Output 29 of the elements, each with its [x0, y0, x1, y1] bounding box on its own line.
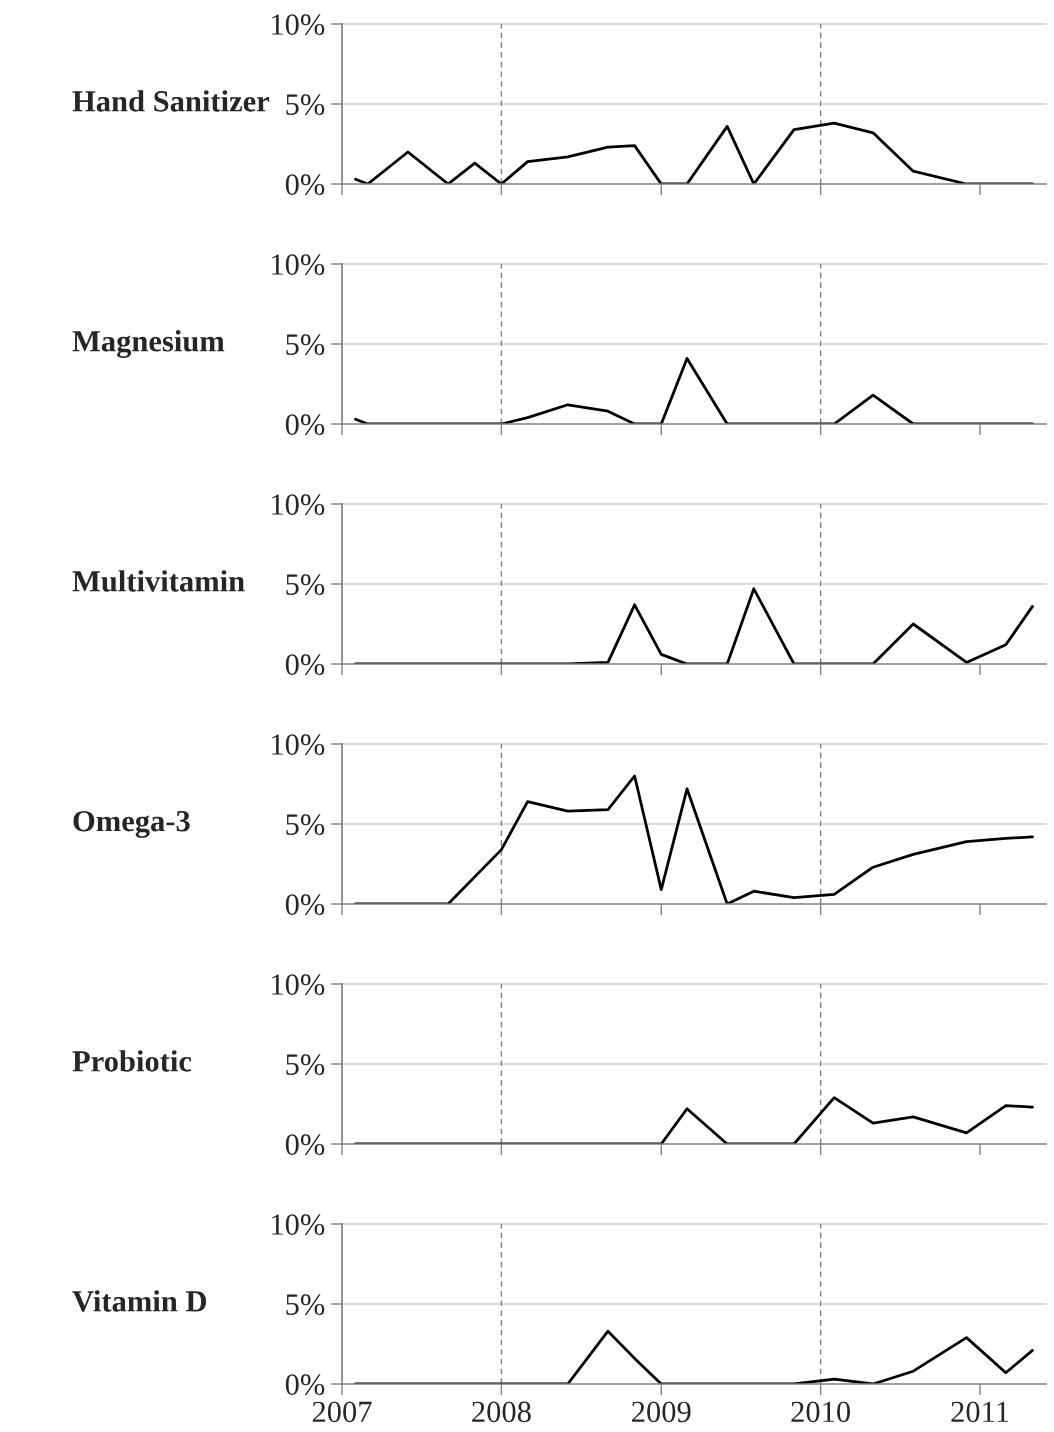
y-tick-label: 0% [285, 894, 325, 915]
text: Magnesium [72, 330, 225, 358]
text: Hand Sanitizer [72, 90, 270, 112]
y-tick-label: 0% [285, 1374, 325, 1395]
y-tick-label: 5% [286, 1294, 325, 1315]
y-tick-label: 10% [272, 1214, 325, 1235]
x-tick-label: 2007 [312, 1401, 372, 1423]
y-tick-label: 5% [286, 94, 325, 115]
y-tick-label: 5% [286, 814, 325, 835]
x-tick-label: 2010 [791, 1401, 851, 1423]
text: Vitamin D [72, 1290, 207, 1312]
y-tick-label: 0% [285, 414, 325, 435]
text: Omega-3 [73, 810, 190, 838]
x-tick-label: 2008 [472, 1401, 531, 1423]
y-tick-label: 10% [272, 974, 325, 995]
y-tick-label: 5% [286, 1054, 325, 1075]
y-tick-label: 0% [285, 1134, 325, 1155]
text: Probiotic [72, 1050, 192, 1072]
y-tick-label: 0% [285, 654, 325, 675]
y-tick-label: 5% [286, 574, 325, 595]
text: Multivitamin [72, 570, 245, 592]
y-tick-label: 0% [285, 174, 325, 195]
x-tick-label: 2009 [632, 1401, 691, 1423]
x-tick-label: 2011 [951, 1401, 1009, 1423]
y-tick-label: 10% [272, 14, 325, 35]
y-tick-label: 5% [286, 334, 325, 355]
y-tick-label: 10% [272, 734, 325, 755]
y-tick-label: 10% [272, 494, 325, 515]
y-tick-label: 10% [272, 254, 325, 275]
